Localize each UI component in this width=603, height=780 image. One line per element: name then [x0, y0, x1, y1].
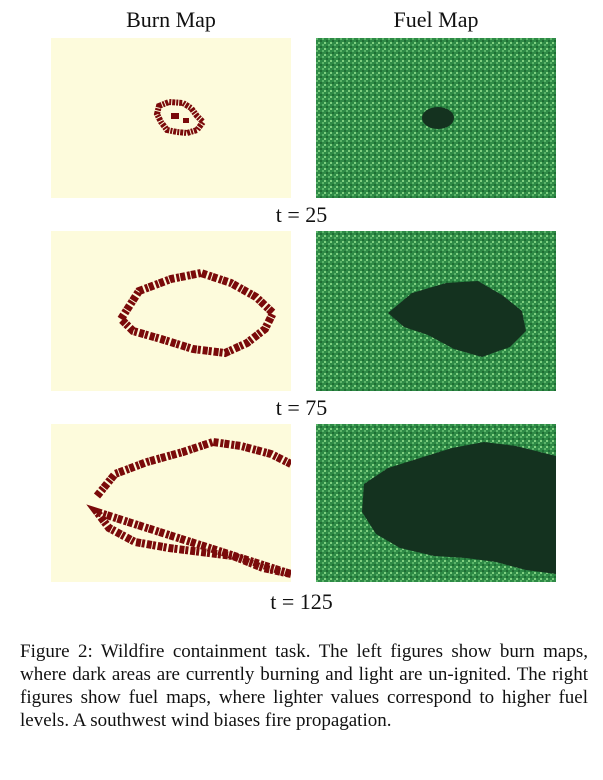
time-label-t75: t = 75 — [275, 395, 328, 420]
burn-map-t25 — [51, 38, 291, 198]
burn-map-t75 — [51, 231, 291, 391]
fuel-map-t75 — [316, 231, 556, 391]
time-label-t125: t = 125 — [270, 589, 333, 614]
burn-map-t125 — [51, 424, 291, 582]
burn-map-header: Burn Map — [126, 7, 216, 32]
fuel-map-t25 — [316, 38, 556, 198]
figure-caption: Figure 2: Wildfire containment task. The… — [20, 641, 588, 731]
fuel-map-header: Fuel Map — [393, 7, 479, 32]
fuel-map-t125 — [316, 424, 556, 582]
time-label-t25: t = 25 — [275, 202, 328, 227]
